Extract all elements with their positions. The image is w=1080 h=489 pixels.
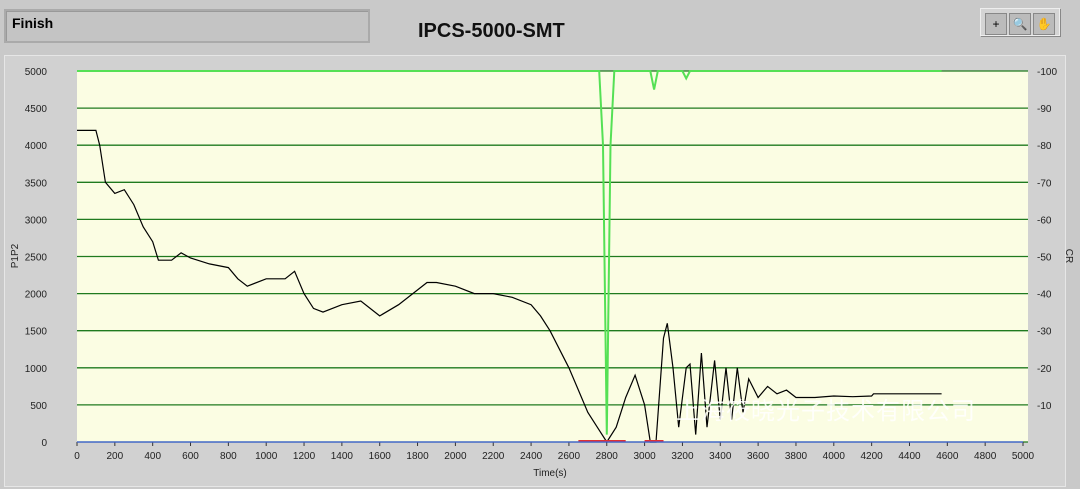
y2-tick-label: -40 <box>1037 290 1052 301</box>
y2-tick-label: -30 <box>1037 327 1052 338</box>
y-tick-label: 3000 <box>25 215 48 226</box>
y2-tick-label: -90 <box>1037 104 1052 115</box>
x-tick-label: 4400 <box>898 451 921 462</box>
x-tick-label: 3400 <box>709 451 732 462</box>
watermark: 上海筱晓光子技术有限公司 <box>676 398 976 425</box>
zoom-icon[interactable]: 🔍 <box>1009 13 1031 35</box>
y2-axis-label: CR <box>1063 249 1074 263</box>
x-tick-label: 0 <box>74 451 80 462</box>
x-tick-label: 4000 <box>823 451 846 462</box>
x-tick-label: 2000 <box>444 451 467 462</box>
y2-tick-label: -100 <box>1037 67 1057 78</box>
y-tick-label: 1500 <box>25 327 48 338</box>
x-tick-label: 2400 <box>520 451 543 462</box>
y-tick-label: 4000 <box>25 141 48 152</box>
y2-tick-label: -80 <box>1037 141 1052 152</box>
x-tick-label: 800 <box>220 451 237 462</box>
x-tick-label: 3200 <box>671 451 694 462</box>
x-tick-label: 1600 <box>369 451 392 462</box>
x-tick-label: 200 <box>106 451 123 462</box>
y2-tick-label: -50 <box>1037 253 1052 264</box>
graph-palette: + 🔍 ✋ <box>980 8 1060 36</box>
x-tick-label: 400 <box>144 451 161 462</box>
y-tick-label: 2500 <box>25 253 48 264</box>
x-axis-label: Time(s) <box>533 468 567 479</box>
x-tick-label: 1200 <box>293 451 316 462</box>
x-tick-label: 2600 <box>558 451 581 462</box>
y2-tick-label: -60 <box>1037 215 1052 226</box>
y-tick-label: 3500 <box>25 178 48 189</box>
x-tick-label: 1800 <box>406 451 429 462</box>
x-tick-label: 600 <box>182 451 199 462</box>
pan-hand-icon[interactable]: ✋ <box>1033 13 1055 35</box>
x-tick-label: 5000 <box>1012 451 1035 462</box>
y-axis-label: P1P2 <box>10 243 21 268</box>
x-tick-label: 2200 <box>482 451 505 462</box>
x-tick-label: 3800 <box>785 451 808 462</box>
x-tick-label: 4200 <box>861 451 884 462</box>
series-line-1 <box>77 70 942 435</box>
y-tick-label: 5000 <box>25 67 48 78</box>
x-tick-label: 3600 <box>747 451 770 462</box>
y2-tick-label: -20 <box>1037 364 1052 375</box>
y-tick-label: 4500 <box>25 104 48 115</box>
y-tick-label: 0 <box>41 438 47 449</box>
series-line-0 <box>77 129 942 444</box>
cursor-crosshair-icon[interactable]: + <box>985 13 1007 35</box>
x-tick-label: 3000 <box>633 451 656 462</box>
y-tick-label: 1000 <box>25 364 48 375</box>
x-tick-label: 1400 <box>331 451 354 462</box>
y-tick-label: 500 <box>30 401 47 412</box>
status-display: Finish <box>4 9 370 43</box>
y2-tick-label: -10 <box>1037 401 1052 412</box>
x-tick-label: 4600 <box>936 451 959 462</box>
x-tick-label: 2800 <box>596 451 619 462</box>
y-tick-label: 2000 <box>25 290 48 301</box>
x-tick-label: 4800 <box>974 451 997 462</box>
chart-title: IPCS-5000-SMT <box>418 20 565 42</box>
y2-tick-label: -70 <box>1037 178 1052 189</box>
x-tick-label: 1000 <box>255 451 278 462</box>
